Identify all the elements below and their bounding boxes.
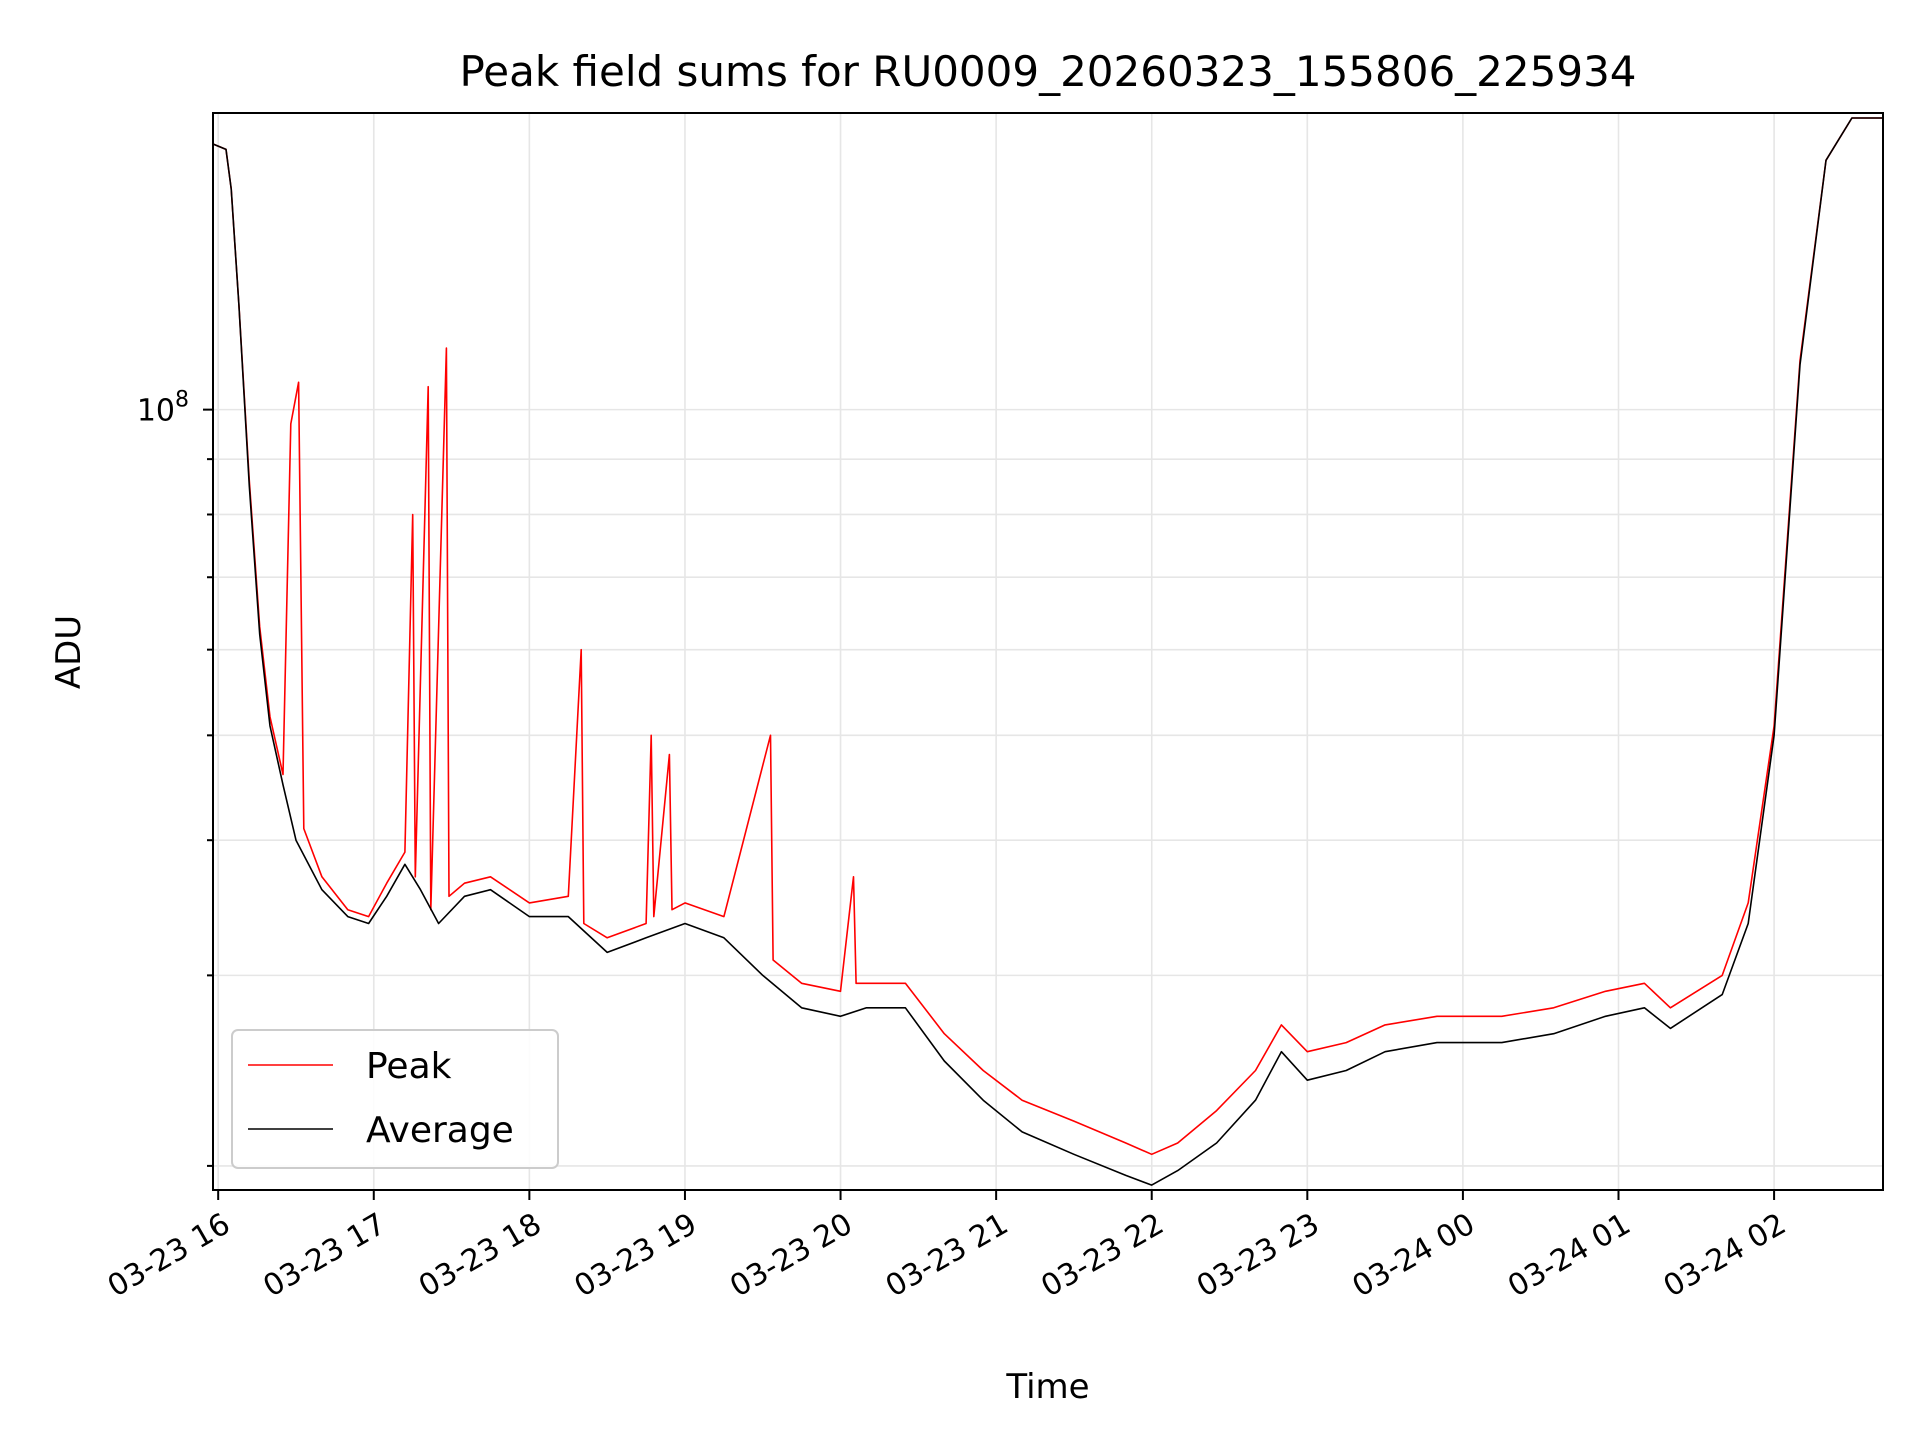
y-axis: 108 bbox=[137, 388, 213, 1167]
chart-title: Peak field sums for RU0009_20260323_1558… bbox=[459, 47, 1636, 96]
legend: Peak Average bbox=[231, 1029, 559, 1169]
y-axis-label: ADU bbox=[49, 615, 89, 689]
y-tick-label: 108 bbox=[137, 388, 189, 429]
series-line-average bbox=[213, 117, 1883, 1186]
series-layer bbox=[213, 117, 1883, 1186]
plot-frame bbox=[212, 112, 1884, 1191]
x-axis-label: Time bbox=[1005, 1367, 1089, 1407]
legend-label-average: Average bbox=[366, 1110, 514, 1151]
series-line-peak bbox=[213, 117, 1883, 1156]
legend-label-peak: Peak bbox=[366, 1046, 452, 1087]
